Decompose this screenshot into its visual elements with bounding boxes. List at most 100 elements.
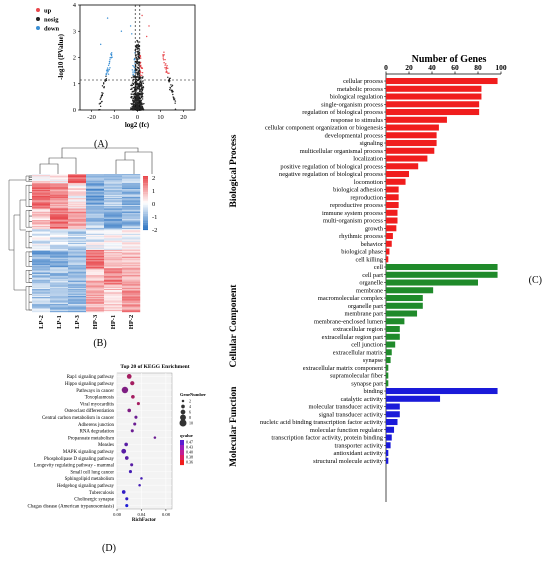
- heatmap-cell: [50, 206, 69, 208]
- heatmap-cell: [86, 185, 105, 187]
- heatmap-cell: [32, 198, 51, 200]
- volcano-point: [139, 61, 142, 64]
- heatmap-cell: [122, 286, 141, 289]
- panel-label-b: (B): [93, 338, 106, 349]
- colorbar-segment: [143, 199, 148, 202]
- go-category-label: biological adhesion: [333, 187, 384, 194]
- heatmap-cell: [104, 285, 123, 287]
- heatmap-cell: [32, 298, 51, 300]
- heatmap-cell: [50, 283, 69, 285]
- heatmap-cell: [122, 309, 141, 312]
- heatmap-cell: [122, 255, 141, 257]
- volcano-point: [165, 70, 168, 72]
- heatmap-cell: [32, 207, 51, 209]
- heatmap-cell: [104, 211, 123, 214]
- kegg-pathway-label: Central carbon metabolism in cancer: [42, 416, 114, 421]
- heatmap-cell: [50, 294, 69, 297]
- heatmap-cell: [122, 280, 141, 283]
- heatmap-cell: [50, 251, 69, 253]
- heatmap-cell: [32, 197, 51, 199]
- heatmap-cell: [86, 300, 105, 302]
- heatmap-cell: [122, 200, 141, 202]
- kegg-pathway-label: Viral myocarditis: [80, 402, 114, 407]
- volcano-point: [139, 107, 141, 109]
- gene-number-legend-label: 6: [189, 410, 191, 415]
- heatmap-cell: [68, 253, 87, 255]
- heatmap-cell: [104, 178, 123, 180]
- heatmap-cell: [68, 206, 87, 208]
- volcano-point: [141, 88, 143, 90]
- heatmap-cell: [32, 295, 51, 298]
- heatmap-cell: [86, 197, 105, 199]
- heatmap-cell: [68, 223, 87, 225]
- row-dendrogram-leaf: [28, 286, 32, 295]
- heatmap-cell: [122, 238, 141, 240]
- volcano-point: [141, 95, 143, 98]
- volcano-point: [102, 83, 105, 85]
- heatmap-cell: [122, 179, 141, 182]
- heatmap-cell: [32, 243, 51, 245]
- heatmap-cell: [104, 310, 123, 313]
- heatmap-cell: [122, 180, 141, 183]
- row-dendrogram-leaf: [28, 242, 32, 249]
- heatmap-cell: [50, 270, 69, 272]
- heatmap-cell: [32, 240, 51, 243]
- kegg-grid: [116, 373, 172, 509]
- volcano-point: [138, 54, 140, 56]
- go-bar: [386, 403, 400, 410]
- heatmap-cell: [68, 298, 87, 300]
- heatmap-cell: [50, 236, 69, 238]
- heatmap-cell: [122, 274, 141, 276]
- kegg-pathway-label: Rap1 signaling pathway: [67, 375, 115, 380]
- go-bar: [386, 434, 392, 441]
- heatmap-cell: [50, 249, 69, 252]
- heatmap-cell: [122, 257, 141, 260]
- heatmap-cell: [50, 215, 69, 217]
- heatmap-cell: [50, 225, 69, 228]
- heatmap-cell: [68, 257, 87, 260]
- volcano-point: [110, 52, 113, 54]
- go-bar: [386, 318, 405, 325]
- heatmap-cell: [68, 241, 87, 244]
- volcano-point: [138, 78, 140, 80]
- heatmap-cell: [32, 229, 51, 231]
- heatmap-cell: [86, 275, 105, 277]
- heatmap-cell: [86, 285, 105, 287]
- go-x-tick-label: 100: [495, 63, 507, 72]
- volcano-point: [136, 84, 138, 86]
- volcano-point: [132, 71, 134, 73]
- heatmap-cell: [104, 190, 123, 192]
- go-bar: [386, 442, 391, 449]
- heatmap-cell: [86, 269, 105, 271]
- heatmap-cell: [122, 289, 141, 291]
- go-category-label: immune system process: [322, 210, 384, 217]
- heatmap-cell: [32, 254, 51, 256]
- go-bar: [386, 178, 406, 185]
- go-bar: [386, 271, 498, 278]
- heatmap-cell: [104, 283, 123, 285]
- heatmap-cell: [86, 243, 105, 245]
- volcano-point: [109, 59, 111, 61]
- go-category-label: cell part: [362, 272, 383, 279]
- heatmap-cell: [50, 238, 69, 240]
- volcano-point: [136, 105, 138, 108]
- volcano-point: [134, 98, 136, 101]
- volcano-point: [165, 63, 167, 65]
- volcano-point: [137, 93, 140, 95]
- kegg-point: [125, 497, 129, 501]
- heatmap-cell: [122, 266, 141, 268]
- heatmap-cell: [50, 175, 69, 177]
- heatmap-cell: [122, 283, 141, 285]
- heatmap-cell: [122, 245, 141, 247]
- volcano-point: [137, 85, 139, 87]
- heatmap-cell: [104, 302, 123, 305]
- go-group-labels: Biological Process Cellular Component Mole…: [229, 134, 239, 467]
- heatmap-cell: [50, 188, 69, 191]
- panel-label-c: (C): [529, 275, 542, 286]
- heatmap-cell: [50, 276, 69, 278]
- volcano-point: [138, 47, 140, 50]
- heatmap-cell: [32, 299, 51, 301]
- heatmap-cell: [68, 183, 87, 185]
- heatmap-cell: [122, 303, 141, 306]
- volcano-point: [133, 66, 135, 68]
